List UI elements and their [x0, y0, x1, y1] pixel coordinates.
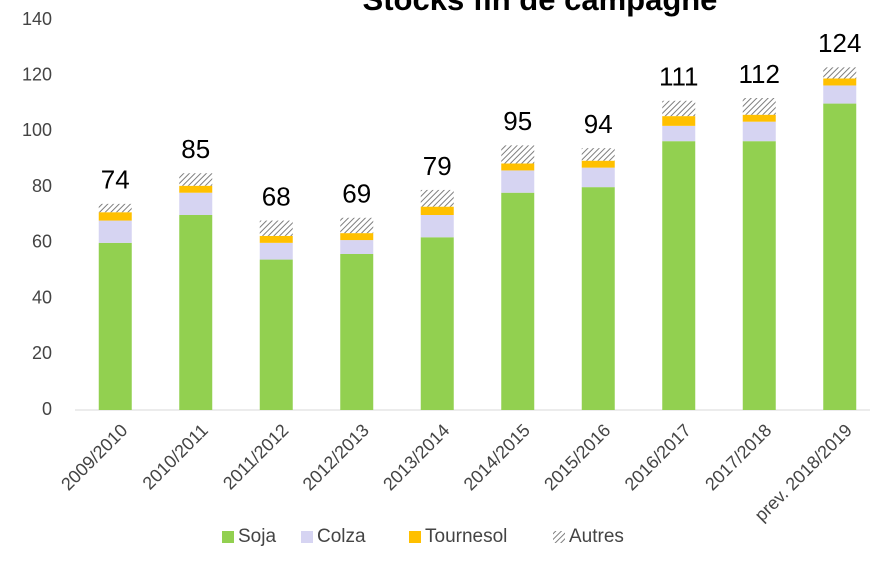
- bar-segment: [179, 173, 213, 186]
- bar-segment: [259, 259, 293, 410]
- bar-segment: [420, 215, 454, 238]
- legend-swatch: [409, 531, 421, 543]
- bar-segment: [581, 148, 615, 161]
- legend-swatch: [553, 531, 565, 543]
- bar-segment: [259, 235, 293, 243]
- total-label: 74: [101, 165, 130, 195]
- legend-label: Autres: [569, 526, 624, 547]
- bar-segment: [98, 212, 132, 221]
- bar-segment: [420, 237, 454, 410]
- x-tick-label: 2009/2010: [57, 420, 131, 494]
- bar-segment: [662, 116, 696, 126]
- bar-segment: [742, 98, 776, 115]
- x-tick-label: 2016/2017: [621, 420, 695, 494]
- bar-segment: [340, 217, 374, 234]
- bar-segment: [742, 114, 776, 122]
- bar-segment: [823, 67, 857, 79]
- bar-segment: [259, 220, 293, 236]
- legend-swatch: [222, 531, 234, 543]
- bar-segment: [823, 78, 857, 86]
- bar-segment: [98, 220, 132, 243]
- bar-segment: [823, 103, 857, 411]
- bar-segment: [742, 141, 776, 410]
- y-tick-label: 120: [22, 64, 52, 84]
- bar-segment: [662, 125, 696, 142]
- bar-segment: [742, 121, 776, 142]
- legend-label: Soja: [238, 526, 276, 547]
- total-label: 79: [423, 151, 452, 181]
- bar-segment: [501, 170, 535, 193]
- legend-label: Tournesol: [425, 526, 507, 547]
- bar-segment: [662, 100, 696, 117]
- y-tick-label: 100: [22, 120, 52, 140]
- y-tick-label: 140: [22, 9, 52, 29]
- total-label: 69: [342, 179, 371, 209]
- bar-segment: [420, 206, 454, 215]
- total-label: 111: [659, 62, 699, 92]
- x-tick-label: 2015/2016: [540, 420, 614, 494]
- bar-segment: [501, 145, 535, 164]
- x-tick-label: 2014/2015: [460, 420, 534, 494]
- bar-segment: [581, 167, 615, 188]
- x-tick-label: 2017/2018: [701, 420, 775, 494]
- bar-segment: [259, 242, 293, 260]
- bar-segment: [179, 192, 213, 215]
- y-tick-label: 80: [32, 176, 52, 196]
- total-label: 94: [584, 109, 613, 139]
- total-label: 68: [262, 181, 291, 211]
- bar-segment: [581, 187, 615, 410]
- bar-segment: [340, 233, 374, 241]
- bar-segment: [420, 189, 454, 207]
- x-tick-label: 2013/2014: [379, 420, 453, 494]
- legend-swatch: [301, 531, 313, 543]
- bar-segment: [98, 242, 132, 410]
- bar-segment: [179, 185, 213, 193]
- x-tick-label: 2011/2012: [219, 420, 292, 493]
- bar-segment: [340, 254, 374, 410]
- bar-segment: [823, 85, 857, 104]
- y-tick-label: 40: [32, 287, 52, 307]
- bar-segment: [581, 160, 615, 168]
- y-tick-label: 60: [32, 232, 52, 252]
- legend-label: Colza: [317, 526, 366, 547]
- total-label: 85: [181, 134, 210, 164]
- total-label: 112: [739, 59, 780, 89]
- x-tick-label: 2010/2011: [139, 420, 212, 493]
- y-tick-label: 20: [32, 343, 52, 363]
- bar-segment: [662, 141, 696, 410]
- bar-segment: [501, 192, 535, 410]
- total-label: 95: [503, 106, 532, 136]
- bar-segment: [501, 163, 535, 171]
- bar-segment: [179, 215, 213, 410]
- y-tick-label: 0: [42, 399, 52, 419]
- chart-title: Stocks fin de campagne: [363, 0, 718, 17]
- total-label: 124: [818, 28, 861, 58]
- bar-segment: [340, 240, 374, 254]
- bar-segment: [98, 203, 132, 213]
- x-tick-label: 2012/2013: [299, 420, 373, 494]
